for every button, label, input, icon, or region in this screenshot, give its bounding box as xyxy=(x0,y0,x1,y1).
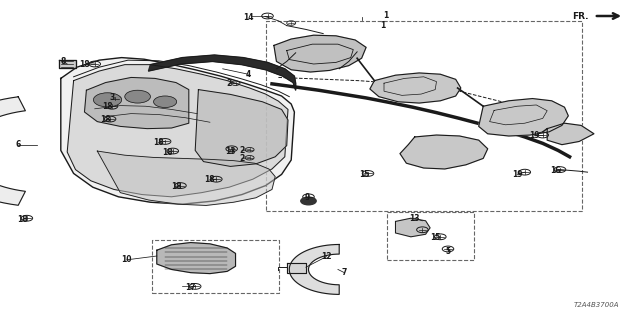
Polygon shape xyxy=(289,244,339,294)
Text: 2: 2 xyxy=(227,79,232,88)
Circle shape xyxy=(125,90,150,103)
Text: 7: 7 xyxy=(342,268,347,277)
Text: 3: 3 xyxy=(109,93,115,102)
Polygon shape xyxy=(61,58,294,204)
Polygon shape xyxy=(84,77,189,129)
Text: 16: 16 xyxy=(550,166,561,175)
Circle shape xyxy=(301,197,316,205)
Text: T2A4B3700A: T2A4B3700A xyxy=(574,302,620,308)
Text: 18: 18 xyxy=(171,182,181,191)
Text: 9: 9 xyxy=(305,193,310,202)
Text: 12: 12 xyxy=(321,252,332,261)
Polygon shape xyxy=(396,218,430,237)
Text: 8: 8 xyxy=(60,57,65,66)
Text: 18: 18 xyxy=(100,115,111,124)
Polygon shape xyxy=(479,99,568,136)
Text: 13: 13 xyxy=(410,214,420,223)
Text: 2: 2 xyxy=(239,154,244,163)
Text: FR.: FR. xyxy=(572,12,589,20)
Text: 2: 2 xyxy=(239,146,244,155)
Polygon shape xyxy=(547,123,594,145)
Polygon shape xyxy=(0,97,26,205)
Polygon shape xyxy=(370,73,461,103)
Text: 19: 19 xyxy=(512,170,522,179)
Text: 18: 18 xyxy=(205,175,215,184)
Text: 15: 15 xyxy=(360,170,370,179)
Polygon shape xyxy=(274,35,366,72)
Text: 4: 4 xyxy=(246,70,251,79)
Text: 15: 15 xyxy=(430,233,440,242)
Text: 13: 13 xyxy=(225,147,236,156)
Text: 17: 17 xyxy=(186,283,196,292)
Circle shape xyxy=(93,93,122,107)
Text: 5: 5 xyxy=(445,247,451,256)
Text: 10: 10 xyxy=(122,255,132,264)
Bar xyxy=(266,21,582,211)
Circle shape xyxy=(154,96,177,108)
Text: 1: 1 xyxy=(383,11,388,20)
Text: 18: 18 xyxy=(163,148,173,156)
Text: 1: 1 xyxy=(380,21,385,30)
Text: 18: 18 xyxy=(102,102,113,111)
Text: 18: 18 xyxy=(17,215,28,224)
Polygon shape xyxy=(67,65,288,197)
Text: 18: 18 xyxy=(79,60,90,69)
Text: 18: 18 xyxy=(154,138,164,147)
Bar xyxy=(152,240,279,293)
Text: 6: 6 xyxy=(15,140,20,149)
Polygon shape xyxy=(97,151,275,205)
Polygon shape xyxy=(195,90,288,166)
Polygon shape xyxy=(148,55,296,90)
Polygon shape xyxy=(400,135,488,169)
Text: 19: 19 xyxy=(529,131,540,140)
Polygon shape xyxy=(287,263,306,273)
Polygon shape xyxy=(157,243,236,274)
Bar xyxy=(387,212,474,260)
Text: 14: 14 xyxy=(243,13,253,22)
